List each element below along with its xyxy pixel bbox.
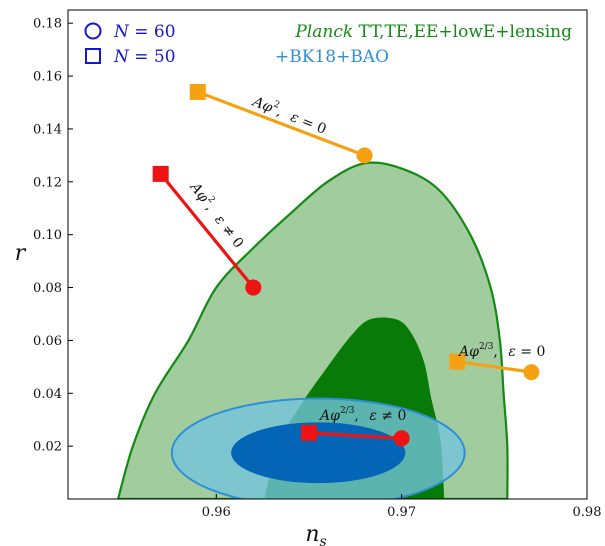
y-tick-label: 0.08 [33, 281, 62, 296]
annotation-part: ε [369, 408, 377, 424]
track-square-marker-n50 [189, 83, 206, 100]
track-square-marker-n50 [449, 353, 466, 370]
axis-ticks: 0.96 0.97 0.98 0.02 0.04 0.06 0.08 0.10 0.12 0.14… [33, 17, 601, 520]
annotation-part: 2/3 [340, 406, 355, 416]
y-tick-label: 0.14 [33, 122, 62, 137]
annotation-part: 2 [205, 194, 216, 205]
track-circle-marker-n60 [356, 147, 373, 164]
svg-text:ns: ns [305, 522, 326, 546]
track-line [308, 431, 402, 440]
confidence-regions [116, 161, 509, 499]
legend-label-planck: Planck TT,TE,EE+lowE+lensing [294, 22, 572, 42]
bk18-bao-68-region [231, 422, 406, 484]
y-tick-label: 0.12 [33, 175, 62, 190]
plot-frame [67, 9, 588, 500]
annotation-part: φ [330, 408, 340, 424]
y-tick-label: 0.16 [33, 70, 62, 85]
x-tick-label: 0.96 [202, 505, 231, 520]
track-2 [152, 165, 262, 296]
legend-label-planck-italic: Planck [294, 22, 353, 42]
track-line [197, 90, 366, 157]
annotation-part: ≠ 0 [377, 408, 407, 424]
annotation-part: A [318, 408, 330, 424]
track-square-marker-n50 [300, 424, 317, 441]
legend-circle-marker-icon [84, 22, 102, 40]
x-axis-title: ns [305, 522, 326, 546]
annotation-part: 2/3 [479, 342, 494, 352]
track-line [159, 172, 255, 289]
x-tick-label: 0.97 [387, 505, 416, 520]
annotation-part: = 0 [516, 344, 546, 360]
annotation-part: ε [508, 344, 516, 360]
legend-label-bk18-bao: +BK18+BAO [275, 47, 389, 67]
annotation-part: , [202, 200, 220, 217]
legend: N = 60 N = 50 Planck TT,TE,EE+lowE+lensing… [84, 22, 572, 67]
track-square-marker-n50 [152, 165, 169, 182]
x-tick-label: 0.98 [573, 505, 602, 520]
legend-label-n60: N = 60 [113, 22, 176, 42]
track-line [457, 359, 532, 374]
annotation-part: A [457, 344, 469, 360]
model-tracks [152, 83, 540, 447]
y-tick-label: 0.18 [33, 17, 62, 32]
track-3 [449, 353, 540, 381]
track-circle-marker-n60 [245, 279, 262, 296]
legend-square-marker-icon [85, 48, 101, 64]
y-tick-label: 0.10 [33, 228, 62, 243]
track-4 [300, 424, 410, 447]
y-tick-label: 0.02 [33, 440, 62, 455]
annotation-track-4: Aφ2/3, ε ≠ 0Aφ^(2/3), ε ≠ 0 [318, 406, 406, 424]
y-tick-label: 0.04 [33, 387, 62, 402]
annotation-part: 2 [272, 99, 281, 110]
track-1 [189, 83, 373, 164]
y-tick-label: 0.06 [33, 334, 62, 349]
track-circle-marker-n60 [393, 430, 410, 447]
legend-label-n50: N = 50 [113, 47, 176, 67]
annotation-part: , [493, 344, 502, 360]
legend-label-planck-rest: TT,TE,EE+lowE+lensing [353, 22, 572, 42]
track-circle-marker-n60 [523, 364, 540, 381]
annotation-part: φ [469, 344, 479, 360]
svg-text:r: r [15, 241, 27, 266]
annotation-part: , [354, 408, 363, 424]
y-axis-title: r [15, 241, 27, 266]
annotation-track-3: Aφ2/3, ε = 0Aφ^(2/3), ε = 0 [457, 342, 545, 360]
